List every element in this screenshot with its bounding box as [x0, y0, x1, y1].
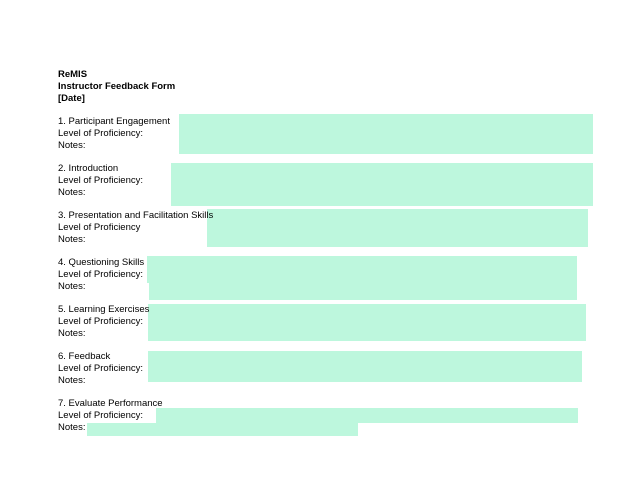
- section-3-proficiency-label: Level of Proficiency: [58, 222, 141, 233]
- section-2-notes-label: Notes:: [58, 187, 86, 198]
- section-5-title: 5. Learning Exercises: [58, 304, 150, 315]
- form-date: [Date]: [58, 93, 85, 104]
- section-1-response-area[interactable]: [179, 114, 593, 154]
- section-5-proficiency-label: Level of Proficiency:: [58, 316, 144, 327]
- section-2-proficiency-label: Level of Proficiency:: [58, 175, 144, 186]
- section-6-response-area[interactable]: [148, 351, 582, 382]
- section-3-response-area[interactable]: [207, 209, 588, 247]
- section-2-response-area[interactable]: [171, 163, 593, 206]
- section-7-title: 7. Evaluate Performance: [58, 398, 163, 409]
- section-4-response-area[interactable]: [147, 256, 577, 283]
- section-6-proficiency-label: Level of Proficiency:: [58, 363, 144, 374]
- org-name: ReMIS: [58, 69, 88, 80]
- section-6-title: 6. Feedback: [58, 351, 111, 362]
- section-1-title: 1. Participant Engagement: [58, 116, 170, 127]
- section-4-notes-label: Notes:: [58, 281, 86, 292]
- section-3-title: 3. Presentation and Facilitation Skills: [58, 210, 214, 221]
- section-4-title: 4. Questioning Skills: [58, 257, 145, 268]
- section-6-notes-label: Notes:: [58, 375, 86, 386]
- section-5-notes-label: Notes:: [58, 328, 86, 339]
- form-title: Instructor Feedback Form: [58, 81, 176, 92]
- section-1-proficiency-label: Level of Proficiency:: [58, 128, 144, 139]
- section-2-title: 2. Introduction: [58, 163, 119, 174]
- section-7-notes-label: Notes:: [58, 422, 86, 433]
- section-7-proficiency-area[interactable]: [156, 408, 578, 423]
- section-4-proficiency-label: Level of Proficiency:: [58, 269, 144, 280]
- section-7-proficiency-label: Level of Proficiency:: [58, 410, 144, 421]
- section-5-response-area[interactable]: [148, 304, 586, 341]
- section-1-notes-label: Notes:: [58, 140, 86, 151]
- section-7-notes-area[interactable]: [87, 423, 358, 436]
- section-4-notes-area[interactable]: [149, 283, 577, 300]
- section-3-notes-label: Notes:: [58, 234, 86, 245]
